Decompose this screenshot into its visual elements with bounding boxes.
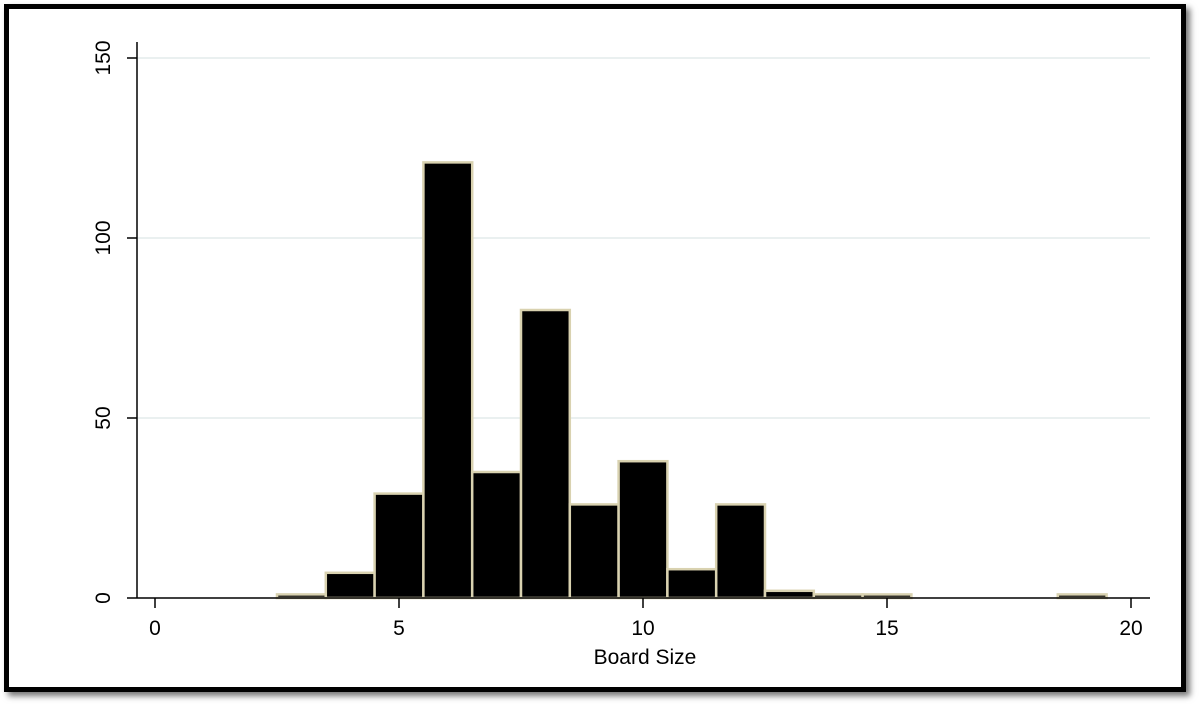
- y-tick-label: 100: [92, 220, 115, 255]
- histogram-bar: [422, 161, 474, 600]
- histogram-bar: [714, 503, 767, 600]
- histogram-bar: [373, 492, 425, 600]
- histogram-bar: [470, 470, 523, 600]
- x-tick-label: 20: [1119, 617, 1142, 640]
- axes: [127, 42, 1150, 608]
- x-tick-label: 0: [149, 617, 161, 640]
- x-tick-label: 10: [631, 617, 654, 640]
- y-tick-label: 150: [92, 40, 115, 75]
- histogram-bars: [275, 161, 1108, 600]
- histogram-bar: [519, 308, 572, 600]
- histogram-bar: [666, 567, 718, 600]
- histogram-bar: [568, 503, 620, 600]
- x-tick-label: 15: [875, 617, 898, 640]
- histogram-bar: [763, 589, 816, 600]
- histogram-bar: [617, 459, 669, 600]
- x-axis-title: Board Size: [594, 646, 697, 669]
- y-tick-label: 50: [92, 406, 115, 429]
- y-tick-label: 0: [92, 592, 115, 604]
- x-tick-label: 5: [393, 617, 405, 640]
- gridlines: [137, 57, 1150, 419]
- tick-labels: 0 5 10 15 20 0 50 100 150: [92, 40, 1143, 640]
- histogram-bar: [324, 571, 376, 600]
